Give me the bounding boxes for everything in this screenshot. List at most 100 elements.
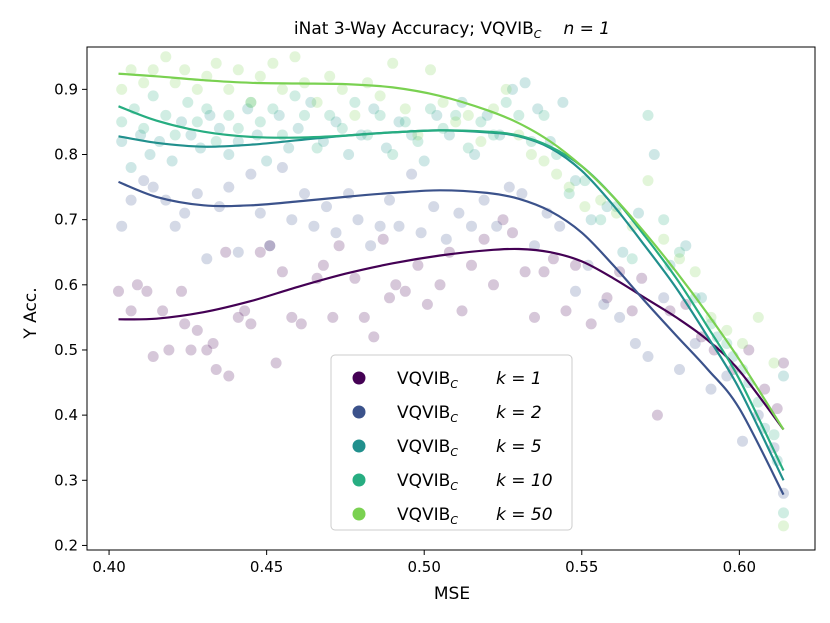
scatter-point-k3 <box>125 162 137 173</box>
scatter-point-k5 <box>425 64 436 76</box>
scatter-point-k1 <box>570 259 581 271</box>
scatter-point-k1 <box>368 331 380 343</box>
scatter-point-k5 <box>223 83 235 95</box>
scatter-point-k1 <box>141 285 153 297</box>
scatter-point-k5 <box>245 96 257 108</box>
chart-title-subscript: C <box>534 28 542 41</box>
scatter-point-k3 <box>330 116 342 128</box>
scatter-point-k2 <box>276 162 288 173</box>
scatter-point-k4 <box>513 109 525 121</box>
scatter-point-k3 <box>680 240 692 252</box>
scatter-point-k4 <box>475 116 487 128</box>
scatter-point-k4 <box>324 109 336 121</box>
scatter-point-k4 <box>232 122 244 134</box>
scatter-point-k1 <box>488 279 499 291</box>
scatter-point-k3 <box>418 155 430 167</box>
scatter-point-k4 <box>147 90 159 102</box>
scatter-point-k2 <box>365 240 377 252</box>
scatter-point-k3 <box>469 149 481 160</box>
scatter-point-k3 <box>283 142 295 154</box>
y-axis: 0.2 0.3 0.4 0.5 0.6 0.7 0.8 0.9 <box>54 80 87 554</box>
scatter-point-k4 <box>289 90 301 102</box>
scatter-point-k1 <box>276 266 288 278</box>
fit-layer <box>118 72 785 496</box>
scatter-point-k2 <box>428 201 440 213</box>
scatter-point-k2 <box>321 201 332 213</box>
scatter-point-k3 <box>154 136 165 147</box>
scatter-point-k1 <box>220 246 232 258</box>
scatter-point-k3 <box>507 83 518 95</box>
scatter-point-k2 <box>232 246 244 258</box>
y-tick-label: 0.9 <box>54 80 78 98</box>
scatter-point-k1 <box>421 298 433 310</box>
scatter-point-k1 <box>207 338 219 349</box>
scatter-point-k2 <box>503 181 515 193</box>
scatter-point-k3 <box>273 109 285 121</box>
scatter-point-k5 <box>387 57 399 69</box>
scatter-point-k1 <box>254 246 266 258</box>
y-tick-label: 0.4 <box>54 406 78 424</box>
scatter-point-k5 <box>191 83 203 95</box>
scatter-point-k5 <box>778 520 789 532</box>
scatter-point-k5 <box>267 57 279 69</box>
scatter-point-k5 <box>689 266 701 278</box>
scatter-point-k3 <box>601 201 613 213</box>
scatter-point-k3 <box>380 142 392 154</box>
scatter-point-k4 <box>500 96 512 108</box>
scatter-point-k4 <box>674 246 685 258</box>
legend-label-k10: VQVIBC k = 10 <box>397 471 553 493</box>
scatter-point-k5 <box>674 253 685 265</box>
scatter-point-k5 <box>642 175 654 187</box>
scatter-point-k1 <box>434 279 446 291</box>
x-tick-label: 0.55 <box>565 558 598 576</box>
scatter-point-k4 <box>245 96 257 108</box>
scatter-point-k3 <box>204 109 216 121</box>
scatter-point-k2 <box>415 227 427 239</box>
scatter-point-k1 <box>547 253 559 265</box>
scatter-point-k1 <box>538 266 550 278</box>
scatter-point-k3 <box>570 175 581 187</box>
scatter-point-k4 <box>387 149 399 160</box>
scatter-point-k3 <box>648 149 660 160</box>
scatter-point-k4 <box>116 116 128 128</box>
scatter-point-k1 <box>157 305 169 317</box>
scatter-point-k3 <box>223 149 235 160</box>
scatter-point-k1 <box>201 344 213 356</box>
legend-label-k5: VQVIBC k = 5 <box>397 437 542 459</box>
scatter-point-k3 <box>557 96 569 108</box>
scatter-point-k1 <box>333 240 345 252</box>
scatter-point-k1 <box>601 292 613 304</box>
y-tick-label: 0.8 <box>54 146 78 164</box>
scatter-point-k2 <box>245 168 257 180</box>
legend-box <box>330 354 573 531</box>
scatter-point-k3 <box>135 129 147 141</box>
scatter-point-k1 <box>327 311 339 323</box>
scatter-point-k1 <box>349 272 361 284</box>
legend-marker-k5 <box>352 439 366 453</box>
scatter-point-k3 <box>176 116 187 128</box>
scatter-point-k4 <box>642 109 654 121</box>
scatter-point-k1 <box>478 233 490 245</box>
scatter-point-k2 <box>554 220 566 232</box>
scatter-point-k4 <box>450 109 462 121</box>
scatter-point-k1 <box>585 318 597 330</box>
scatter-point-k4 <box>276 129 288 141</box>
scatter-point-k2 <box>286 214 298 226</box>
scatter-point-k5 <box>336 83 348 95</box>
y-tick-label: 0.6 <box>54 276 78 294</box>
scatter-point-k1 <box>317 259 329 271</box>
x-axis: 0.40 0.45 0.50 0.55 0.60 <box>92 550 756 576</box>
scatter-point-k5 <box>551 168 563 180</box>
y-tick-label: 0.3 <box>54 471 78 489</box>
y-axis-label: Y Acc. <box>21 287 41 339</box>
scatter-point-k5 <box>289 51 301 63</box>
scatter-point-k1 <box>131 279 143 291</box>
scatter-point-k5 <box>147 64 159 76</box>
scatter-point-k1 <box>270 357 282 369</box>
scatter-point-k5 <box>254 70 266 82</box>
scatter-point-k1 <box>651 409 663 421</box>
scatter-point-k5 <box>450 116 462 128</box>
scatter-point-k1 <box>399 285 411 297</box>
scatter-point-k1 <box>176 285 187 297</box>
